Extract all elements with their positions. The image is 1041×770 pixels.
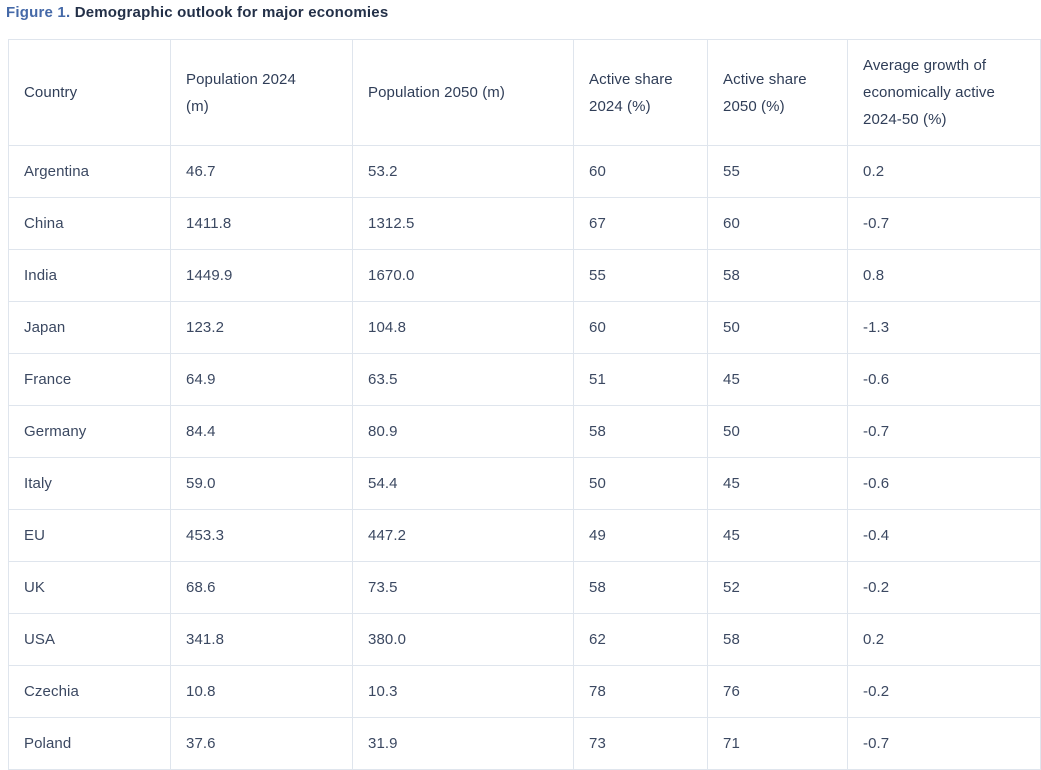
cell-country: Poland [8, 717, 171, 770]
cell-country: USA [8, 613, 171, 666]
cell-population-2024: 59.0 [170, 457, 353, 510]
cell-population-2024: 46.7 [170, 145, 353, 198]
cell-population-2050: 73.5 [352, 561, 574, 614]
cell-active-share-2050: 71 [707, 717, 848, 770]
table-body: Argentina 46.7 53.2 60 55 0.2 China 1411.8 1312.… [8, 145, 1041, 770]
cell-avg-growth-active: -0.7 [847, 717, 1041, 770]
cell-population-2024: 453.3 [170, 509, 353, 562]
table-row-china: China 1411.8 1312.5 67 60 -0.7 [8, 197, 1041, 250]
figure-number-label: Figure 1. [6, 4, 71, 21]
cell-country: Czechia [8, 665, 171, 718]
cell-population-2050: 1312.5 [352, 197, 574, 250]
cell-avg-growth-active: -0.4 [847, 509, 1041, 562]
figure-title-text: Demographic outlook for major economies [74, 4, 389, 21]
cell-population-2024: 64.9 [170, 353, 353, 406]
cell-population-2050: 380.0 [352, 613, 574, 666]
table-row-uk: UK 68.6 73.5 58 52 -0.2 [8, 561, 1041, 614]
table-row-czechia: Czechia 10.8 10.3 78 76 -0.2 [8, 665, 1041, 718]
cell-active-share-2050: 45 [707, 509, 848, 562]
table-row-eu: EU 453.3 447.2 49 45 -0.4 [8, 509, 1041, 562]
table-row-japan: Japan 123.2 104.8 60 50 -1.3 [8, 301, 1041, 354]
column-header-population-2050: Population 2050 (m) [352, 39, 574, 146]
header-row: Country Population 2024 (m) Population 205… [8, 39, 1041, 146]
cell-population-2050: 447.2 [352, 509, 574, 562]
cell-avg-growth-active: -0.7 [847, 197, 1041, 250]
cell-active-share-2050: 45 [707, 353, 848, 406]
cell-population-2024: 1411.8 [170, 197, 353, 250]
cell-population-2050: 10.3 [352, 665, 574, 718]
cell-country: UK [8, 561, 171, 614]
cell-population-2024: 37.6 [170, 717, 353, 770]
figure-title: Figure 1. Demographic outlook for major … [6, 4, 1041, 21]
column-header-country: Country [8, 39, 171, 146]
cell-active-share-2024: 67 [573, 197, 708, 250]
cell-active-share-2050: 60 [707, 197, 848, 250]
cell-country: Germany [8, 405, 171, 458]
column-header-population-2024: Population 2024 (m) [170, 39, 353, 146]
cell-active-share-2050: 50 [707, 405, 848, 458]
cell-active-share-2024: 51 [573, 353, 708, 406]
cell-country: France [8, 353, 171, 406]
cell-population-2050: 104.8 [352, 301, 574, 354]
cell-active-share-2050: 58 [707, 613, 848, 666]
cell-avg-growth-active: 0.2 [847, 145, 1041, 198]
cell-avg-growth-active: -0.2 [847, 561, 1041, 614]
table-row-france: France 64.9 63.5 51 45 -0.6 [8, 353, 1041, 406]
column-header-avg-growth-active: Average growth of economically active 20… [847, 39, 1041, 146]
table-row-argentina: Argentina 46.7 53.2 60 55 0.2 [8, 145, 1041, 198]
cell-population-2050: 53.2 [352, 145, 574, 198]
cell-avg-growth-active: -0.6 [847, 457, 1041, 510]
cell-country: Italy [8, 457, 171, 510]
cell-active-share-2050: 45 [707, 457, 848, 510]
cell-avg-growth-active: -1.3 [847, 301, 1041, 354]
cell-active-share-2024: 60 [573, 145, 708, 198]
table-row-usa: USA 341.8 380.0 62 58 0.2 [8, 613, 1041, 666]
cell-active-share-2024: 78 [573, 665, 708, 718]
cell-country: EU [8, 509, 171, 562]
cell-population-2050: 63.5 [352, 353, 574, 406]
cell-avg-growth-active: -0.6 [847, 353, 1041, 406]
table-row-india: India 1449.9 1670.0 55 58 0.8 [8, 249, 1041, 302]
cell-active-share-2024: 60 [573, 301, 708, 354]
cell-active-share-2024: 58 [573, 405, 708, 458]
cell-country: Argentina [8, 145, 171, 198]
cell-country: Japan [8, 301, 171, 354]
cell-population-2024: 10.8 [170, 665, 353, 718]
cell-population-2050: 31.9 [352, 717, 574, 770]
cell-population-2050: 54.4 [352, 457, 574, 510]
cell-active-share-2024: 58 [573, 561, 708, 614]
cell-population-2024: 123.2 [170, 301, 353, 354]
table-row-italy: Italy 59.0 54.4 50 45 -0.6 [8, 457, 1041, 510]
cell-active-share-2050: 55 [707, 145, 848, 198]
demographic-outlook-table: Country Population 2024 (m) Population 205… [8, 39, 1041, 770]
cell-country: China [8, 197, 171, 250]
cell-active-share-2024: 50 [573, 457, 708, 510]
cell-avg-growth-active: -0.2 [847, 665, 1041, 718]
cell-population-2024: 84.4 [170, 405, 353, 458]
cell-active-share-2024: 49 [573, 509, 708, 562]
cell-population-2024: 1449.9 [170, 249, 353, 302]
cell-population-2024: 68.6 [170, 561, 353, 614]
table-row-germany: Germany 84.4 80.9 58 50 -0.7 [8, 405, 1041, 458]
cell-avg-growth-active: -0.7 [847, 405, 1041, 458]
cell-active-share-2024: 55 [573, 249, 708, 302]
cell-active-share-2024: 73 [573, 717, 708, 770]
cell-active-share-2050: 50 [707, 301, 848, 354]
cell-active-share-2050: 58 [707, 249, 848, 302]
cell-country: India [8, 249, 171, 302]
cell-population-2050: 80.9 [352, 405, 574, 458]
column-header-active-share-2050: Active share 2050 (%) [707, 39, 848, 146]
figure-page: Figure 1. Demographic outlook for major … [0, 4, 1041, 770]
column-header-active-share-2024: Active share 2024 (%) [573, 39, 708, 146]
cell-active-share-2050: 52 [707, 561, 848, 614]
table-row-poland: Poland 37.6 31.9 73 71 -0.7 [8, 717, 1041, 770]
cell-avg-growth-active: 0.2 [847, 613, 1041, 666]
cell-avg-growth-active: 0.8 [847, 249, 1041, 302]
cell-population-2050: 1670.0 [352, 249, 574, 302]
cell-population-2024: 341.8 [170, 613, 353, 666]
cell-active-share-2024: 62 [573, 613, 708, 666]
cell-active-share-2050: 76 [707, 665, 848, 718]
